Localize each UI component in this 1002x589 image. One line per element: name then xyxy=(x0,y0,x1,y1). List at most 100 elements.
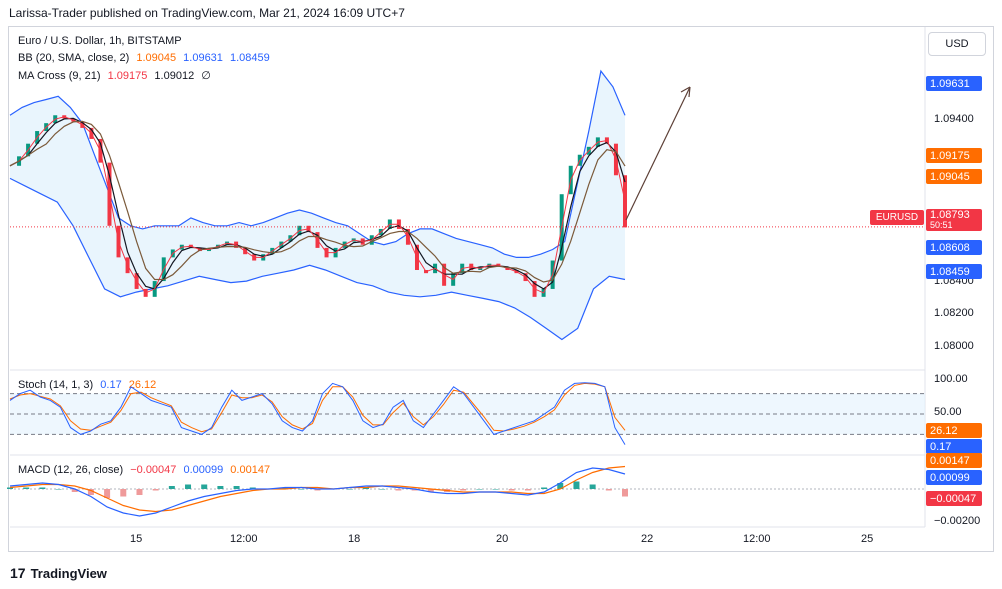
macd-hist-bar xyxy=(411,489,418,491)
legend-bb[interactable]: BB (20, SMA, close, 2) 1.09045 1.09631 1… xyxy=(18,52,274,64)
stoch-d-value: 26.12 xyxy=(128,379,157,391)
bb-band-fill xyxy=(10,71,625,340)
publish-header: Larissa-Trader published on TradingView.… xyxy=(9,6,405,20)
stoch-k-value: 0.17 xyxy=(100,379,122,391)
ma-slow-line xyxy=(9,117,626,290)
macd-hist-bar xyxy=(152,489,159,491)
macd-tick: −0.00200 xyxy=(934,515,981,527)
stoch-tick: 50.00 xyxy=(934,406,962,418)
bar-countdown: 50:51 xyxy=(930,220,953,230)
macd-hist-badge: −0.00047 xyxy=(926,491,982,506)
ma-fast-value: 1.09175 xyxy=(107,70,148,82)
macd-hist-bar xyxy=(476,489,483,490)
time-tick: 12:00 xyxy=(743,533,771,545)
macd-hist-bar xyxy=(508,489,515,491)
bb-upper-value: 1.09631 xyxy=(183,52,223,64)
macd-line-value: 0.00099 xyxy=(183,464,224,476)
price-tick: 1.09400 xyxy=(934,113,974,125)
last-price: 1.08793 xyxy=(930,209,970,221)
time-tick: 22 xyxy=(641,533,654,545)
bb-upper-line xyxy=(9,69,626,258)
macd-hist-bar xyxy=(605,489,612,491)
macd-hist-bar xyxy=(557,483,564,489)
currency-button[interactable]: USD xyxy=(928,32,986,56)
bb-lower-line xyxy=(9,177,626,341)
macd-hist-bar xyxy=(282,487,289,489)
time-tick: 18 xyxy=(348,533,361,545)
last-price-badge: 1.08793 50:51 xyxy=(926,209,982,231)
footer-brand[interactable]: 17 TradingView xyxy=(10,565,107,581)
macd-hist-bar xyxy=(39,487,46,489)
macd-hist-bar xyxy=(589,484,596,489)
macd-signal-badge: 0.00147 xyxy=(926,453,982,468)
ma-label: MA Cross (9, 21) xyxy=(18,70,101,82)
macd-hist-bar xyxy=(346,489,353,490)
symbol-badge: EURUSD xyxy=(870,210,924,225)
macd-hist-bar xyxy=(363,487,370,489)
macd-hist-bar xyxy=(460,489,467,491)
bb-lower-value: 1.08459 xyxy=(229,52,270,64)
bb-upper-badge: 1.09631 xyxy=(926,76,982,91)
macd-hist-bar xyxy=(298,489,305,490)
macd-line xyxy=(9,467,626,517)
macd-hist-bar xyxy=(233,486,240,489)
symbol-title[interactable]: Euro / U.S. Dollar, 1h, BITSTAMP xyxy=(18,35,182,47)
stoch-k-badge: 0.17 xyxy=(926,439,982,454)
candle xyxy=(623,175,627,228)
macd-hist-bar xyxy=(71,489,78,492)
macd-hist-bar xyxy=(541,487,548,489)
tradingview-logo-icon: 17 xyxy=(10,565,26,581)
ma-fast-line xyxy=(9,116,626,294)
legend-macd[interactable]: MACD (12, 26, close) −0.00047 0.00099 0.… xyxy=(18,464,274,476)
macd-signal-value: 0.00147 xyxy=(230,464,271,476)
macd-hist-bar xyxy=(7,487,13,489)
macd-hist-bar xyxy=(120,489,127,497)
macd-hist-bar xyxy=(201,484,208,489)
ma-fast-badge: 1.09175 xyxy=(926,148,982,163)
legend-ma[interactable]: MA Cross (9, 21) 1.09175 1.09012 ∅ xyxy=(18,69,215,82)
macd-hist-bar xyxy=(395,489,402,491)
macd-hist-bar xyxy=(524,489,531,491)
macd-hist-value: −0.00047 xyxy=(130,464,177,476)
time-tick: 20 xyxy=(496,533,509,545)
time-tick: 25 xyxy=(861,533,874,545)
macd-hist-bar xyxy=(217,486,224,489)
time-tick: 15 xyxy=(130,533,143,545)
macd-signal-line xyxy=(9,465,626,513)
ma-slow-value: 1.09012 xyxy=(154,70,195,82)
macd-hist-bar xyxy=(136,489,143,495)
brand-name: TradingView xyxy=(30,565,107,581)
legend-title: Euro / U.S. Dollar, 1h, BITSTAMP xyxy=(18,35,186,47)
stoch-d-badge: 26.12 xyxy=(926,423,982,438)
macd-hist-bar xyxy=(379,489,386,490)
bb-basis-value: 1.09045 xyxy=(136,52,177,64)
projection-arrow xyxy=(625,86,691,221)
macd-hist-bar xyxy=(573,481,580,489)
chart-frame xyxy=(8,26,994,552)
stoch-d-line xyxy=(9,382,626,433)
bb-lower-badge: 1.08459 xyxy=(926,264,982,279)
bb-basis-badge: 1.09045 xyxy=(926,169,982,184)
ma-cross-symbol: ∅ xyxy=(201,70,211,82)
price-tick: 1.08000 xyxy=(934,340,974,352)
macd-hist-bar xyxy=(168,486,175,489)
macd-hist-bar xyxy=(249,487,256,489)
macd-hist-bar xyxy=(185,484,192,489)
macd-hist-bar xyxy=(55,489,62,490)
macd-line-badge: 0.00099 xyxy=(926,470,982,485)
legend-stoch[interactable]: Stoch (14, 1, 3) 0.17 26.12 xyxy=(18,379,160,391)
macd-hist-bar xyxy=(87,489,94,495)
bb-mid-badge: 1.08608 xyxy=(926,240,982,255)
macd-hist-bar xyxy=(492,489,499,490)
stoch-k-line xyxy=(9,382,626,445)
stoch-label: Stoch (14, 1, 3) xyxy=(18,379,94,391)
macd-hist-bar xyxy=(427,489,434,492)
arrow-head-icon xyxy=(680,86,691,98)
bb-basis-line xyxy=(9,120,626,283)
macd-hist-bar xyxy=(23,487,30,489)
stoch-tick: 100.00 xyxy=(934,373,968,385)
bb-label: BB (20, SMA, close, 2) xyxy=(18,52,130,64)
macd-label: MACD (12, 26, close) xyxy=(18,464,124,476)
time-tick: 12:00 xyxy=(230,533,258,545)
